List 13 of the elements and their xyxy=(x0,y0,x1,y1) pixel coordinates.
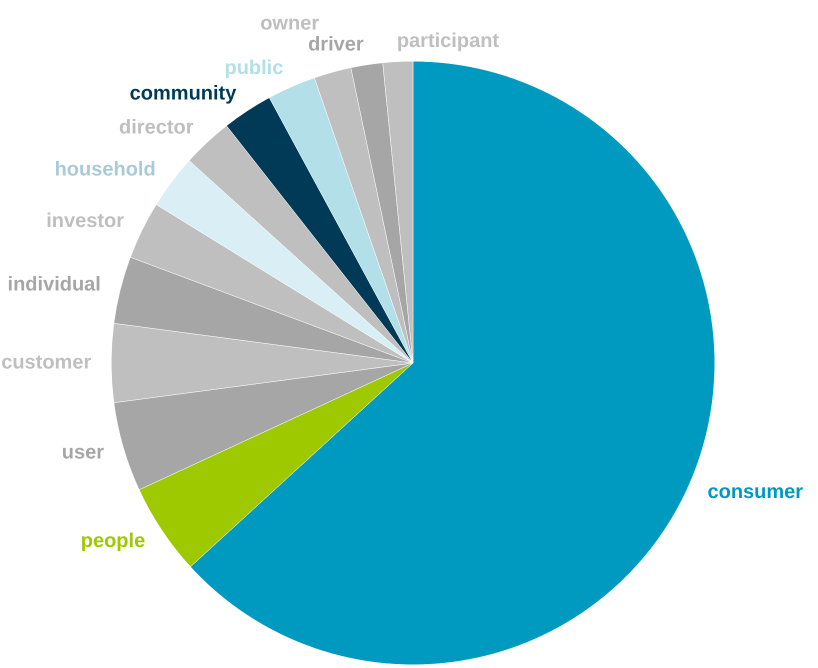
slice-label: director xyxy=(119,116,194,138)
slice-label: community xyxy=(130,82,238,105)
slice-label: investor xyxy=(46,210,124,232)
slice-label: consumer xyxy=(707,481,804,504)
slice-label: owner xyxy=(260,12,320,35)
slice-label: participant xyxy=(396,30,500,52)
slice-label: customer xyxy=(1,352,92,374)
slice-label: individual xyxy=(8,273,101,296)
slice-label: driver xyxy=(308,34,364,56)
slice-label: public xyxy=(224,57,284,80)
slice-label: user xyxy=(62,441,104,464)
slice-label: people xyxy=(80,530,146,552)
slice-label: household xyxy=(54,158,156,180)
